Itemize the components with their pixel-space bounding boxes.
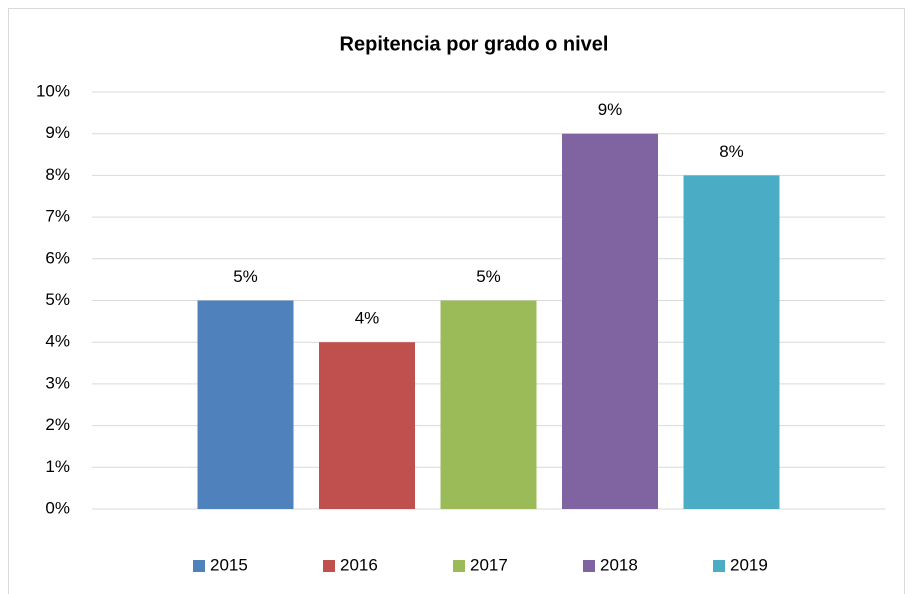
y-tick-label: 6% bbox=[45, 248, 70, 267]
value-label: 4% bbox=[355, 309, 380, 328]
bar bbox=[319, 342, 415, 509]
y-tick-label: 0% bbox=[45, 498, 70, 517]
legend-swatch bbox=[323, 560, 335, 572]
y-tick-label: 2% bbox=[45, 415, 70, 434]
legend-swatch bbox=[193, 560, 205, 572]
bar bbox=[197, 300, 294, 509]
legend-swatch bbox=[583, 560, 595, 572]
legend-label: 2016 bbox=[340, 555, 378, 574]
y-tick-label: 7% bbox=[45, 207, 70, 226]
chart-title: Repitencia por grado o nivel bbox=[340, 33, 609, 55]
value-label: 8% bbox=[719, 142, 744, 161]
legend-label: 2019 bbox=[730, 555, 768, 574]
bar bbox=[683, 175, 780, 509]
bar bbox=[562, 133, 658, 509]
y-tick-label: 8% bbox=[45, 165, 70, 184]
value-label: 5% bbox=[233, 267, 258, 286]
y-tick-label: 3% bbox=[45, 373, 70, 392]
y-tick-label: 5% bbox=[45, 290, 70, 309]
legend-label: 2017 bbox=[470, 555, 508, 574]
y-tick-label: 10% bbox=[36, 81, 70, 100]
y-tick-label: 9% bbox=[45, 123, 70, 142]
legend-swatch bbox=[713, 560, 725, 572]
y-tick-label: 1% bbox=[45, 457, 70, 476]
value-label: 5% bbox=[476, 267, 501, 286]
legend-swatch bbox=[453, 560, 465, 572]
legend-label: 2018 bbox=[600, 555, 638, 574]
legend-label: 2015 bbox=[210, 555, 248, 574]
bar bbox=[440, 300, 537, 509]
value-label: 9% bbox=[598, 100, 623, 119]
y-tick-label: 4% bbox=[45, 332, 70, 351]
